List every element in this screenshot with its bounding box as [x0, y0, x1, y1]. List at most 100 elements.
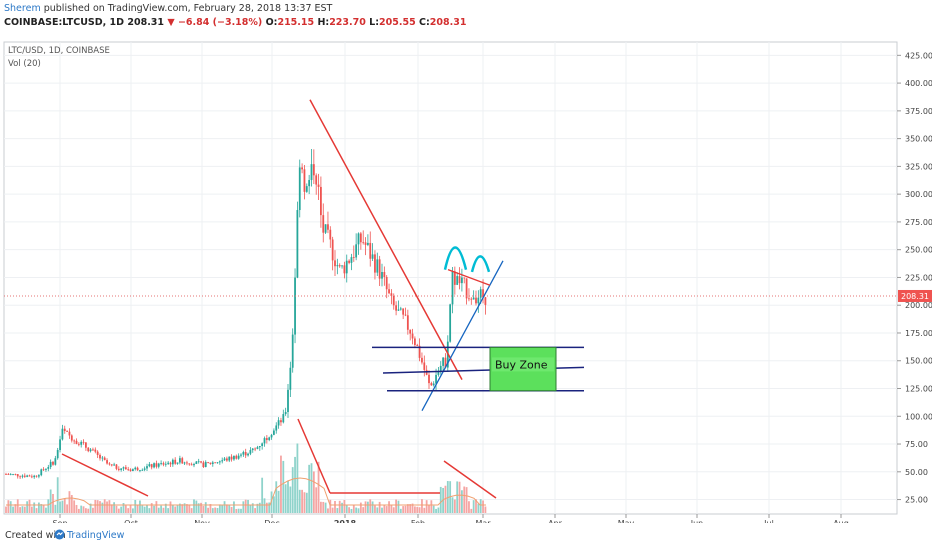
candle-body[interactable] [33, 475, 36, 478]
candle-body[interactable] [303, 169, 306, 192]
candle-body[interactable] [101, 457, 104, 459]
candle-body[interactable] [421, 357, 423, 363]
candle-body[interactable] [7, 474, 10, 476]
candle-body[interactable] [263, 438, 266, 444]
candle-body[interactable] [270, 434, 273, 438]
candle-body[interactable] [423, 362, 426, 370]
candle-body[interactable] [261, 443, 264, 446]
candle-body[interactable] [390, 293, 393, 296]
candle-body[interactable] [38, 475, 40, 477]
candle-body[interactable] [411, 333, 414, 339]
candle-body[interactable] [289, 367, 292, 390]
candle-body[interactable] [223, 458, 226, 461]
candle-body[interactable] [155, 463, 158, 467]
candle-body[interactable] [381, 272, 383, 279]
candle-body[interactable] [235, 455, 238, 459]
candle-body[interactable] [164, 463, 167, 465]
candle-body[interactable] [23, 475, 26, 477]
candle-body[interactable] [359, 233, 362, 243]
candle-body[interactable] [437, 370, 440, 375]
candle-body[interactable] [85, 442, 87, 448]
candle-body[interactable] [308, 180, 311, 187]
vol-trendline-dec[interactable] [297, 418, 331, 494]
candle-body[interactable] [305, 186, 308, 192]
candle-body[interactable] [282, 414, 285, 423]
candlesticks[interactable] [5, 148, 487, 479]
time-axis[interactable]: Sep Oct Nov Dec 2018 Feb Mar Apr May Jun Jul Aug [52, 514, 849, 523]
candle-body[interactable] [103, 457, 106, 461]
candle-body[interactable] [414, 338, 416, 345]
candle-body[interactable] [317, 184, 320, 187]
candle-body[interactable] [341, 265, 343, 267]
candle-body[interactable] [162, 463, 165, 465]
candle-body[interactable] [371, 254, 374, 259]
candle-body[interactable] [291, 334, 294, 368]
candle-body[interactable] [136, 467, 139, 471]
drawings-layer[interactable]: Buy Zone [4, 99, 897, 499]
candle-body[interactable] [277, 420, 280, 426]
candle-body[interactable] [472, 297, 475, 300]
candle-body[interactable] [296, 210, 299, 278]
candle-body[interactable] [94, 449, 97, 452]
candle-body[interactable] [298, 167, 301, 211]
candle-body[interactable] [251, 448, 254, 451]
blue-uptrend-line[interactable] [421, 260, 504, 412]
candle-body[interactable] [129, 469, 132, 472]
candle-body[interactable] [49, 461, 52, 468]
candle-body[interactable] [87, 447, 90, 452]
candle-body[interactable] [21, 475, 24, 477]
candle-body[interactable] [477, 297, 480, 304]
candle-body[interactable] [376, 259, 379, 273]
candle-body[interactable] [449, 304, 452, 342]
candle-body[interactable] [16, 474, 19, 477]
candle-body[interactable] [73, 440, 76, 442]
candle-body[interactable] [482, 289, 484, 298]
candle-body[interactable] [167, 462, 170, 464]
candle-body[interactable] [211, 462, 214, 465]
candle-body[interactable] [315, 175, 318, 185]
candle-body[interactable] [416, 344, 419, 346]
candle-body[interactable] [207, 461, 209, 463]
candle-body[interactable] [320, 186, 322, 216]
candle-body[interactable] [465, 278, 468, 299]
candle-body[interactable] [345, 260, 348, 274]
candle-body[interactable] [40, 469, 43, 476]
candle-body[interactable] [364, 242, 367, 245]
candle-body[interactable] [348, 260, 350, 263]
candle-body[interactable] [209, 462, 212, 465]
candle-body[interactable] [110, 464, 113, 466]
candle-body[interactable] [122, 467, 125, 469]
candle-body[interactable] [378, 259, 381, 279]
candle-body[interactable] [195, 461, 198, 465]
candle-body[interactable] [70, 435, 73, 441]
candle-body[interactable] [179, 458, 181, 463]
candle-body[interactable] [362, 242, 365, 244]
candle-body[interactable] [42, 469, 45, 471]
candle-body[interactable] [56, 450, 59, 459]
cyan-arc-right[interactable] [470, 255, 491, 273]
candle-body[interactable] [312, 164, 315, 176]
candle-body[interactable] [233, 455, 235, 460]
candle-body[interactable] [310, 164, 313, 181]
candle-body[interactable] [352, 257, 355, 258]
candle-body[interactable] [258, 445, 261, 448]
candle-body[interactable] [294, 277, 296, 335]
candle-body[interactable] [214, 462, 217, 464]
candle-body[interactable] [200, 461, 202, 463]
candle-body[interactable] [383, 272, 386, 278]
candle-body[interactable] [432, 383, 435, 386]
candle-body[interactable] [190, 464, 193, 466]
candle-body[interactable] [343, 265, 346, 274]
candle-body[interactable] [143, 468, 146, 470]
candle-body[interactable] [374, 254, 376, 273]
tradingview-link[interactable]: TradingView [67, 530, 125, 541]
candle-body[interactable] [275, 425, 278, 431]
candle-body[interactable] [240, 454, 242, 456]
candle-body[interactable] [218, 461, 221, 463]
candle-body[interactable] [439, 365, 442, 371]
candle-body[interactable] [9, 474, 12, 475]
candle-body[interactable] [355, 244, 358, 258]
candle-body[interactable] [45, 468, 47, 470]
candle-body[interactable] [244, 452, 247, 456]
candle-body[interactable] [186, 462, 188, 464]
